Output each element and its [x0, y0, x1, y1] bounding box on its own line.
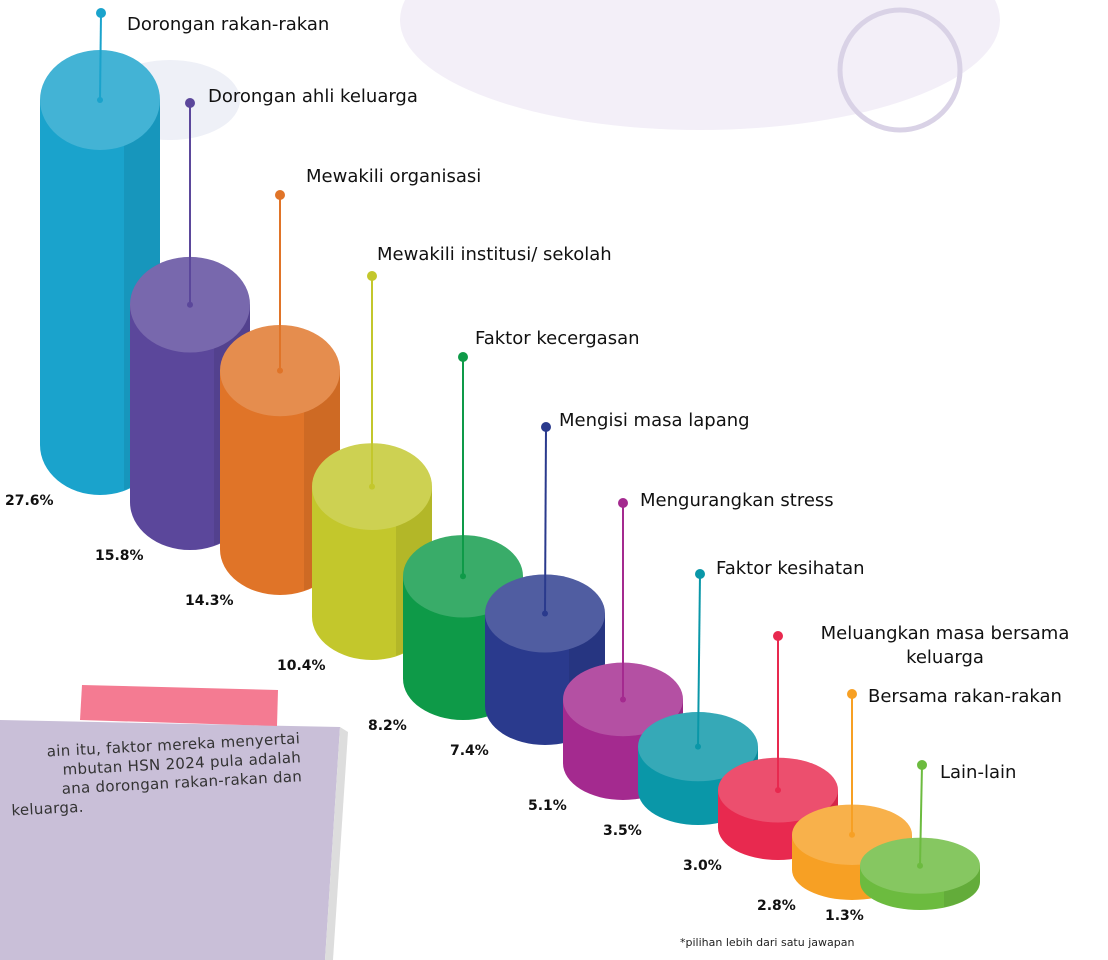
pin: [99, 12, 102, 101]
decor: [400, 0, 1000, 130]
pin-head: [367, 271, 377, 281]
pin-head: [773, 631, 783, 641]
pin-foot: [849, 831, 855, 838]
pin-head: [96, 8, 106, 18]
pin-foot: [542, 610, 548, 617]
category-label: Mengurangkan stress: [640, 490, 834, 511]
category-label: Mengisi masa lapang: [559, 410, 750, 431]
pin-head: [458, 352, 468, 362]
pin-head: [541, 422, 551, 432]
category-label: Dorongan ahli keluarga: [208, 86, 418, 107]
pin-foot: [369, 483, 375, 490]
note-card-shadow: [325, 727, 348, 960]
cylinders: 27.6% 15.8% 14.3% 10.4% 8.2% 7.4% 5.1% 3.5% 3.0%…: [5, 8, 980, 924]
category-label: Lain-lain: [940, 762, 1017, 783]
cylinder: 3.5%: [603, 569, 758, 839]
category-label: Dorongan rakan-rakan: [127, 14, 330, 35]
pin-foot: [695, 743, 701, 750]
category-label: Bersama rakan-rakan: [868, 686, 1062, 707]
pin-foot: [277, 367, 283, 374]
tape: [80, 685, 278, 726]
cylinder-body: [312, 486, 432, 660]
pin-head: [847, 689, 857, 699]
value-label: 1.3%: [825, 908, 864, 924]
pin-foot: [620, 696, 626, 703]
value-label: 5.1%: [528, 798, 567, 814]
value-label: 2.8%: [757, 898, 796, 914]
value-label: 8.2%: [368, 718, 407, 734]
value-label: 14.3%: [185, 593, 234, 609]
cylinder: 1.3%: [825, 760, 980, 924]
pin-foot: [460, 573, 466, 580]
cylinder-body: [220, 370, 341, 595]
category-label: Faktor kecergasan: [475, 328, 640, 349]
pin-head: [185, 98, 195, 108]
category-label: Faktor kesihatan: [716, 558, 865, 579]
pin: [919, 764, 923, 866]
value-label: 15.8%: [95, 548, 144, 564]
category-label: Mewakili institusi/ sekolah: [377, 244, 612, 265]
value-label: 3.5%: [603, 823, 642, 839]
value-label: 10.4%: [277, 658, 326, 674]
decor: [837, 7, 963, 133]
category-label: Mewakili organisasi: [306, 166, 482, 187]
value-label: 27.6%: [5, 493, 54, 509]
value-label: 3.0%: [683, 858, 722, 874]
pin-foot: [917, 862, 923, 869]
pin-foot: [775, 787, 781, 794]
pin-head: [275, 190, 285, 200]
pin: [544, 426, 547, 614]
pin-head: [917, 760, 927, 770]
pin: [697, 573, 701, 747]
note-card: [0, 720, 340, 960]
pin-foot: [97, 97, 103, 103]
pin-head: [618, 498, 628, 508]
category-label: Meluangkan masa bersama keluarga: [820, 623, 1070, 668]
pin-foot: [187, 301, 193, 308]
cylinder: 14.3%: [185, 190, 341, 609]
footnote: *pilihan lebih dari satu jawapan: [680, 936, 855, 949]
pin-head: [695, 569, 705, 579]
value-label: 7.4%: [450, 743, 489, 759]
